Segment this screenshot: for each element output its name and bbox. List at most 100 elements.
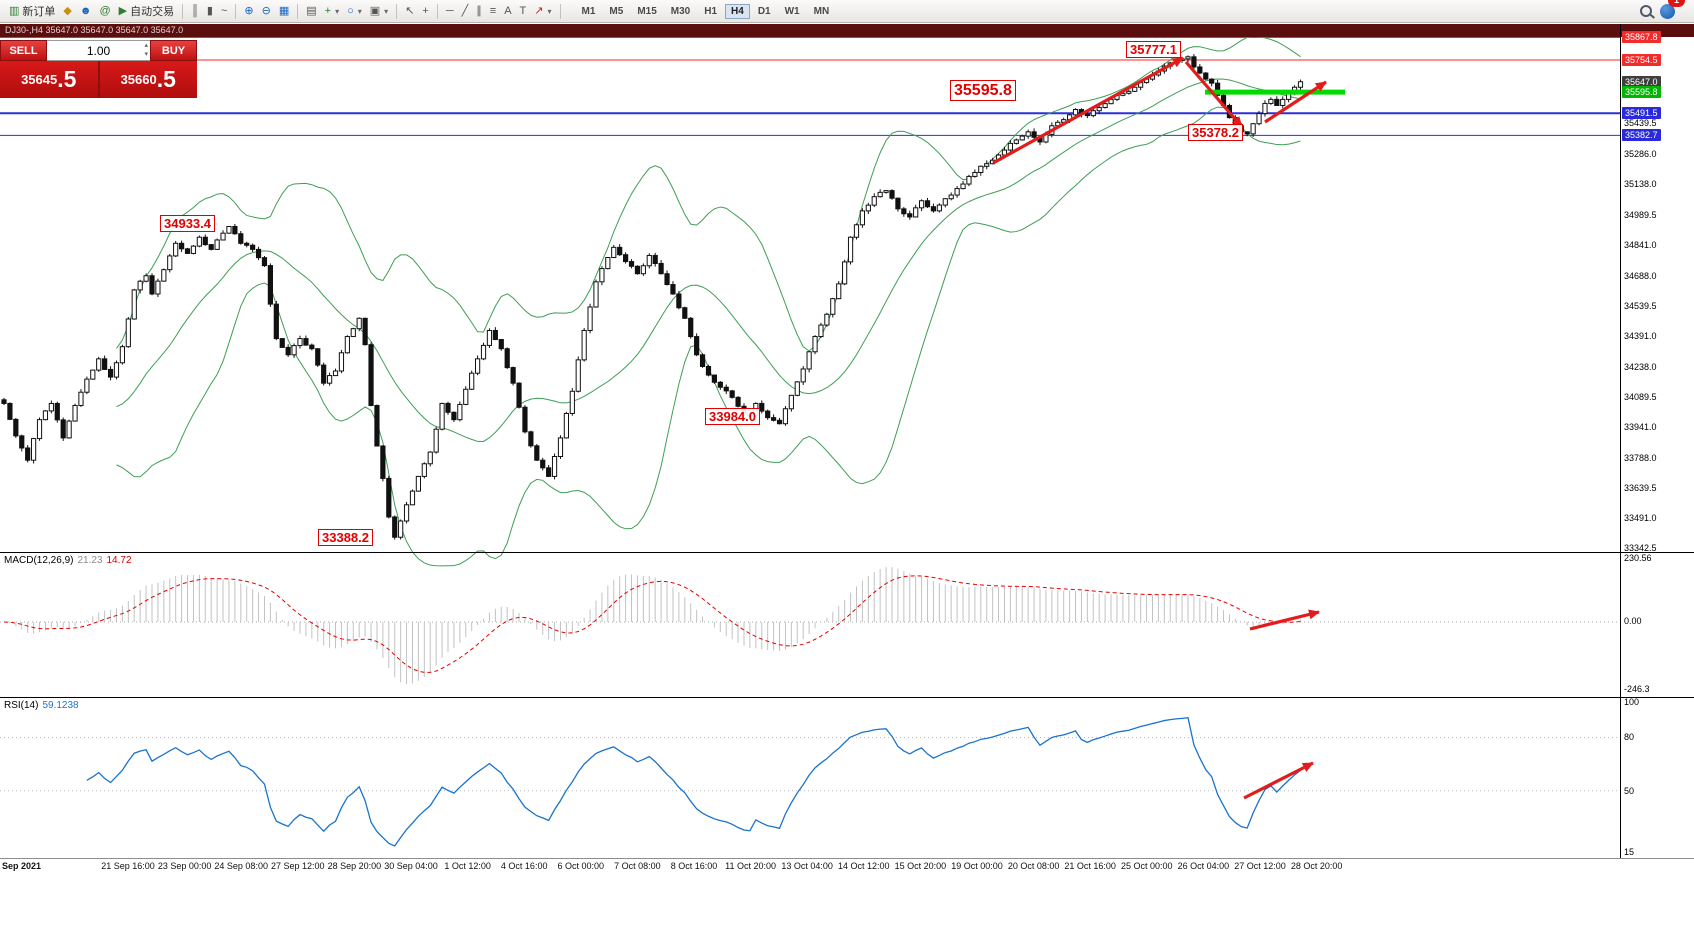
- bar-chart-button[interactable]: ║: [187, 4, 203, 18]
- time-axis-label: 14 Oct 12:00: [838, 861, 890, 871]
- spin-up-icon[interactable]: ▴: [144, 42, 148, 49]
- clock-icon: ○: [347, 5, 354, 17]
- price-axis-label: 34089.5: [1624, 391, 1657, 402]
- profile-button[interactable]: ☻: [76, 4, 96, 18]
- favorites-button[interactable]: ◆: [59, 4, 75, 18]
- price-annotation[interactable]: 35595.8: [950, 80, 1016, 101]
- trend-arrow[interactable]: [992, 56, 1184, 165]
- volume-spinner[interactable]: ▴ ▾: [144, 41, 148, 59]
- buy-price[interactable]: 35660.5: [100, 61, 198, 98]
- chart-title-bar[interactable]: DJ30-,H4 35647.0 35647.0 35647.0 35647.0: [0, 24, 1694, 37]
- price-divider: [97, 61, 100, 98]
- profile-icon: ☻: [79, 5, 92, 17]
- community-notification[interactable]: 1: [1660, 0, 1685, 19]
- candlestick-chart-button[interactable]: ▮: [203, 4, 217, 18]
- trend-arrow[interactable]: [1184, 60, 1244, 129]
- chevron-down-icon: ▾: [384, 6, 389, 16]
- price-tag-blue: 35491.5: [1622, 107, 1661, 120]
- trend-arrow[interactable]: [1243, 761, 1314, 800]
- macd-scale-label: 0.00: [1624, 616, 1642, 626]
- sell-button[interactable]: SELL: [0, 40, 47, 61]
- cursor-button[interactable]: ↖: [401, 4, 418, 18]
- trendline-tool[interactable]: ╱: [458, 4, 473, 18]
- time-axis-label: 30 Sep 04:00: [384, 861, 438, 871]
- text-icon: A: [504, 5, 512, 17]
- channel-icon: ∥: [476, 5, 482, 17]
- arrows-tool-icon: ↗: [534, 5, 544, 17]
- sell-price-int: 35645: [21, 72, 58, 87]
- community-at-icon: @: [99, 5, 111, 17]
- buy-button[interactable]: BUY: [150, 40, 197, 61]
- spin-down-icon[interactable]: ▾: [144, 51, 148, 58]
- tile-windows-button[interactable]: ▦: [275, 4, 293, 18]
- horizontal-level-lines[interactable]: [0, 36, 1620, 136]
- channel-tool[interactable]: ∥: [472, 4, 486, 18]
- time-axis-label: 6 Oct 00:00: [557, 861, 605, 871]
- timeframe-h4[interactable]: H4: [725, 3, 750, 19]
- zoom-out-button[interactable]: ⊖: [258, 4, 275, 18]
- time-axis-label: 11 Oct 20:00: [725, 861, 777, 871]
- rsi-line: [86, 717, 1301, 847]
- price-annotation[interactable]: 35777.1: [1126, 41, 1181, 58]
- macd-signal-value: 14.72: [106, 555, 132, 566]
- text-tool[interactable]: A: [500, 4, 515, 18]
- arrows-tool[interactable]: ↗ ▾: [530, 4, 555, 18]
- price-axis-label: 34989.5: [1624, 209, 1657, 220]
- templates-button[interactable]: ▣ ▾: [366, 4, 392, 18]
- candlestick-series: [1, 54, 1304, 540]
- timeframe-m15[interactable]: M15: [637, 5, 657, 17]
- time-axis-label: 25 Oct 00:00: [1121, 861, 1173, 871]
- auto-trading-button[interactable]: ▶ 自动交易: [115, 2, 178, 20]
- fibonacci-tool[interactable]: ≡: [486, 4, 500, 18]
- timeframe-h1[interactable]: H1: [704, 5, 718, 17]
- price-axis-label: 33491.0: [1624, 513, 1657, 524]
- volume-input[interactable]: 1.00 ▴ ▾: [47, 40, 150, 61]
- add-indicator-button[interactable]: + ▾: [321, 4, 343, 18]
- macd-indicator-label: MACD(12,26,9) 21.23 14.72: [2, 555, 134, 566]
- rsi-name: RSI(14): [4, 700, 39, 711]
- trend-arrow[interactable]: [1264, 80, 1327, 124]
- new-order-button[interactable]: ▥ 新订单: [5, 2, 59, 20]
- price-annotation[interactable]: 34933.4: [160, 215, 215, 232]
- bar-chart-icon: ║: [191, 5, 199, 17]
- auto-trading-play-icon: ▶: [118, 5, 128, 17]
- rsi-value: 59.1238: [42, 700, 79, 711]
- toolbar-separator: [235, 3, 237, 19]
- timeframe-m1[interactable]: M1: [581, 5, 596, 17]
- zoom-in-button[interactable]: ⊕: [240, 4, 257, 18]
- price-annotation[interactable]: 33984.0: [705, 408, 760, 425]
- rsi-scale-label: 50: [1624, 786, 1635, 796]
- cascade-windows-button[interactable]: ▤: [302, 4, 320, 18]
- trendline-icon: ╱: [461, 5, 469, 17]
- community-button[interactable]: @: [95, 4, 114, 18]
- one-click-trading-panel: SELL 1.00 ▴ ▾ BUY 35645.5 35660.5: [0, 40, 197, 98]
- time-axis[interactable]: Sep 2021 21 Sep 16:00 23 Sep 00:00 24 Sep 0…: [0, 861, 1694, 875]
- timeframe-mn[interactable]: MN: [813, 5, 830, 17]
- panel-separator[interactable]: [0, 697, 1694, 698]
- timeframe-m30[interactable]: M30: [670, 5, 691, 17]
- horizontal-line-icon: ─: [445, 5, 454, 17]
- line-chart-button[interactable]: ~: [217, 4, 231, 18]
- price-axis[interactable]: 35439.5 35286.0 35138.0 34989.5 34841.0 34688…: [1622, 0, 1694, 860]
- text-label-tool[interactable]: T: [516, 4, 531, 18]
- buy-price-frac: .5: [156, 66, 176, 92]
- trend-arrow[interactable]: [1249, 609, 1320, 631]
- search-icon[interactable]: [1640, 5, 1652, 17]
- rsi-indicator-label: RSI(14) 59.1238: [2, 700, 81, 711]
- price-axis-label: 34539.5: [1624, 300, 1657, 311]
- price-annotation[interactable]: 33388.2: [318, 529, 373, 546]
- crosshair-button[interactable]: +: [418, 4, 432, 18]
- horizontal-line-tool[interactable]: ─: [442, 4, 458, 18]
- price-annotation[interactable]: 35378.2: [1188, 124, 1243, 141]
- timeframe-m5[interactable]: M5: [609, 5, 624, 17]
- chart-canvas[interactable]: [0, 0, 1620, 860]
- panel-separator[interactable]: [0, 552, 1694, 553]
- timeframe-w1[interactable]: W1: [784, 5, 800, 17]
- price-axis-label: 35439.5: [1624, 118, 1657, 129]
- sell-price[interactable]: 35645.5: [0, 61, 98, 98]
- rsi-scale-label: 15: [1624, 847, 1635, 857]
- timeframe-d1[interactable]: D1: [757, 5, 771, 17]
- price-axis-label: 35286.0: [1624, 149, 1657, 160]
- time-axis-label: 19 Oct 00:00: [951, 861, 1003, 871]
- periods-button[interactable]: ○ ▾: [343, 4, 366, 18]
